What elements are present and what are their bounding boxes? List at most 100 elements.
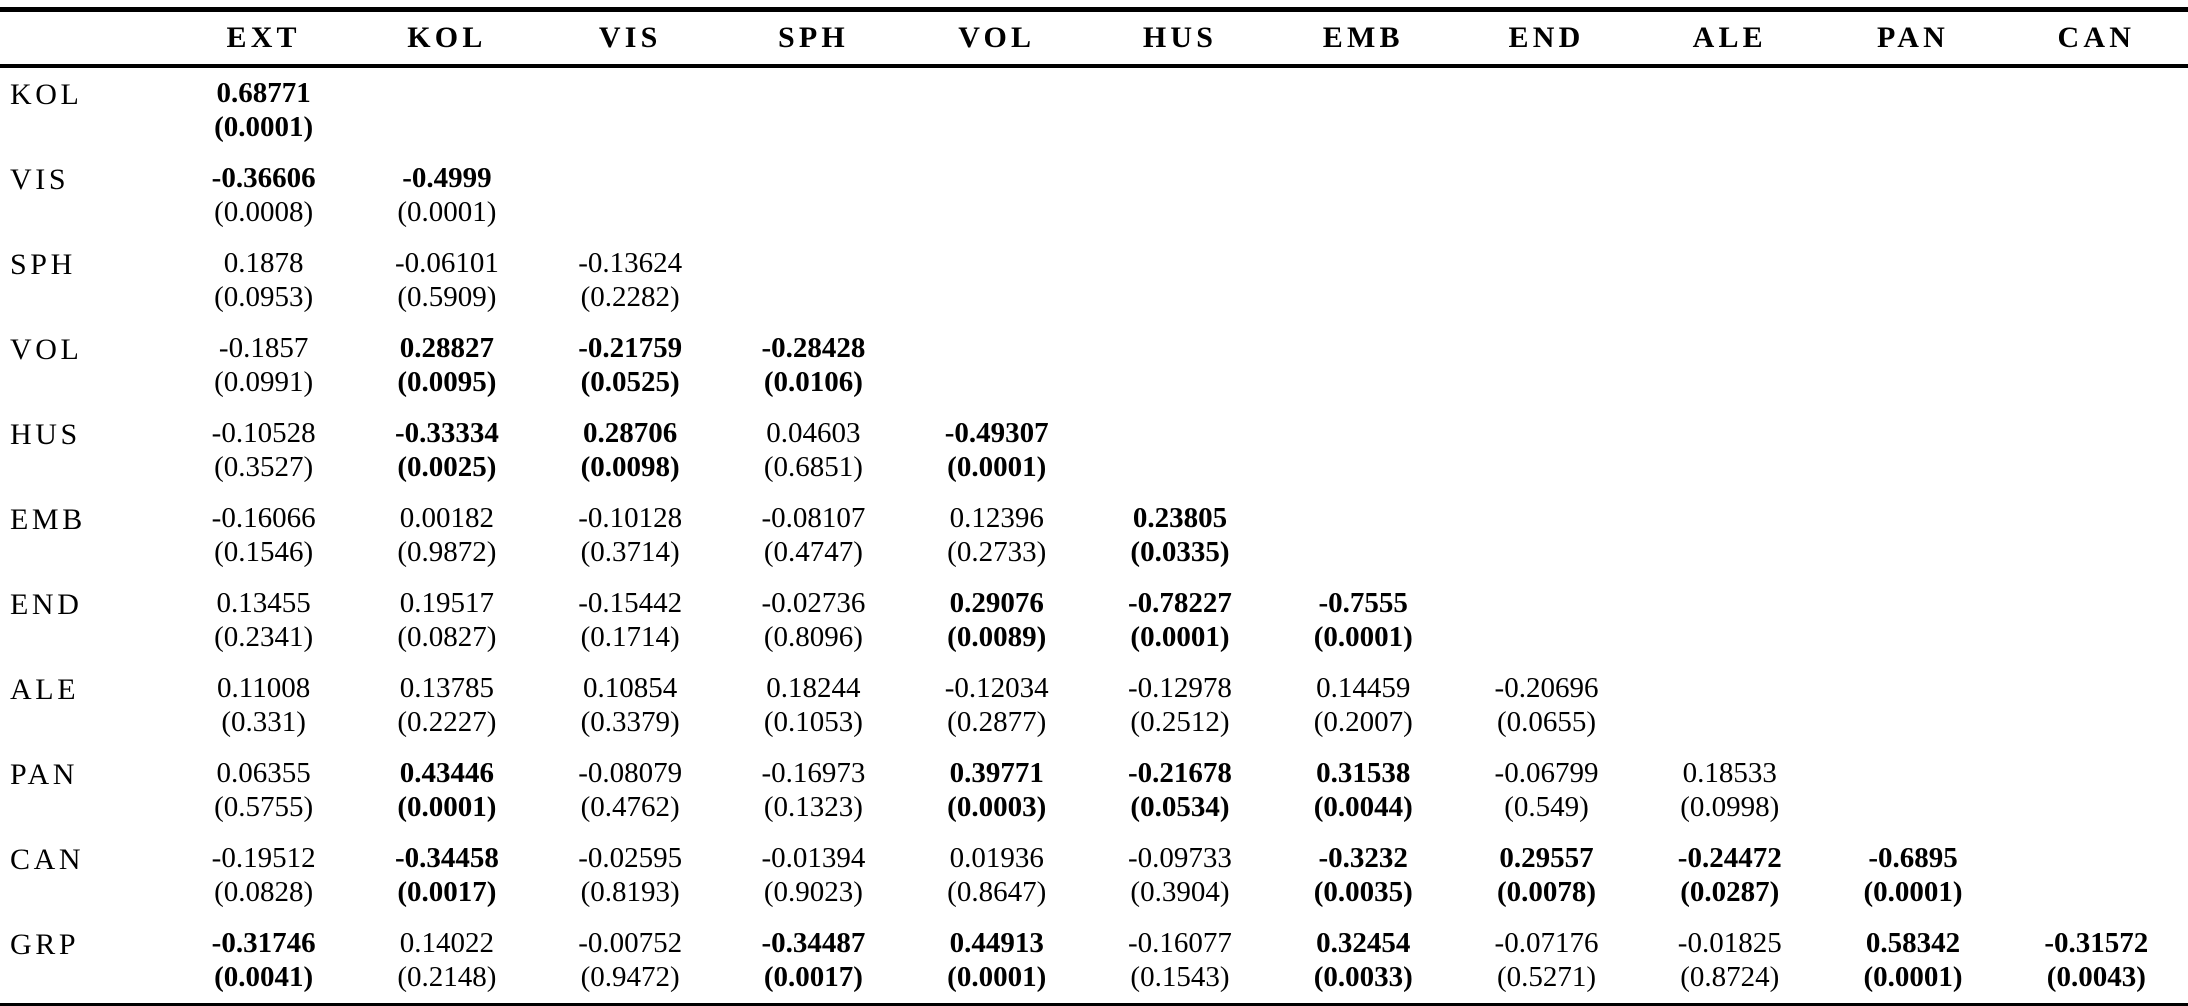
empty-cell — [905, 66, 1088, 153]
empty-cell — [1638, 323, 1821, 408]
corr-cell-ale-emb: 0.14459 (0.2007) — [1272, 663, 1455, 748]
p-value: (0.0043) — [2046, 960, 2146, 993]
corr-cell-emb-vol: 0.12396 (0.2733) — [905, 493, 1088, 578]
corr-cell-ale-vol: -0.12034 (0.2877) — [905, 663, 1088, 748]
corr-cell-can-sph: -0.01394 (0.9023) — [722, 833, 905, 918]
corr-cell-can-vis: -0.02595 (0.8193) — [539, 833, 722, 918]
correlation-value: -0.7555 — [1318, 587, 1408, 619]
correlation-value: 0.29557 — [1499, 842, 1594, 874]
correlation-value: -0.33334 — [394, 417, 499, 449]
table-row-grp: GRP -0.31746 (0.0041) 0.14022 (0.2148) -0.007… — [0, 918, 2188, 1006]
corr-cell-pan-vol: 0.39771 (0.0003) — [905, 748, 1088, 833]
empty-cell — [1638, 153, 1821, 238]
p-value: (0.0035) — [1313, 875, 1413, 908]
empty-cell — [1272, 323, 1455, 408]
correlation-value: -0.08107 — [761, 502, 866, 534]
corr-cell-end-emb: -0.7555 (0.0001) — [1272, 578, 1455, 663]
p-value: (0.0017) — [763, 960, 863, 993]
correlation-value: -0.01394 — [761, 842, 866, 874]
correlation-value: -0.34458 — [394, 842, 499, 874]
table-row-pan: PAN 0.06355 (0.5755) 0.43446 (0.0001) -0.0807… — [0, 748, 2188, 833]
p-value: (0.0025) — [397, 450, 497, 483]
p-value: (0.2282) — [580, 280, 680, 313]
corr-cell-vis-kol: -0.4999 (0.0001) — [355, 153, 538, 238]
correlation-value: 0.14022 — [399, 927, 495, 959]
corr-cell-ale-kol: 0.13785 (0.2227) — [355, 663, 538, 748]
corr-cell-emb-sph: -0.08107 (0.4747) — [722, 493, 905, 578]
row-label-emb: EMB — [10, 503, 86, 536]
empty-cell — [539, 153, 722, 238]
column-header-vol: VOL — [905, 9, 1089, 68]
p-value: (0.9872) — [397, 535, 497, 568]
corner-cell — [0, 9, 172, 68]
corr-cell-kol-ext: 0.68771 (0.0001) — [172, 66, 355, 153]
p-value: (0.0335) — [1130, 535, 1230, 568]
p-value: (0.5909) — [397, 280, 497, 313]
p-value: (0.0001) — [1863, 875, 1963, 908]
corr-cell-emb-ext: -0.16066 (0.1546) — [172, 493, 355, 578]
empty-cell — [1088, 408, 1271, 493]
table-row-sph: SPH 0.1878 (0.0953) -0.06101 (0.5909) -0.1362… — [0, 238, 2188, 323]
correlation-value: 0.28706 — [583, 417, 678, 449]
correlation-value: 0.14459 — [1316, 672, 1411, 704]
corr-cell-pan-ale: 0.18533 (0.0998) — [1638, 748, 1821, 833]
corr-cell-end-ext: 0.13455 (0.2341) — [172, 578, 355, 663]
correlation-value: -0.1857 — [218, 332, 309, 364]
table-row-hus: HUS -0.10528 (0.3527) -0.33334 (0.0025) 0.287… — [0, 408, 2188, 493]
empty-cell — [1272, 153, 1455, 238]
corr-cell-grp-ext: -0.31746 (0.0041) — [172, 918, 355, 1006]
corr-cell-end-sph: -0.02736 (0.8096) — [722, 578, 905, 663]
correlation-value: -0.06799 — [1494, 757, 1599, 789]
p-value: (0.8647) — [947, 875, 1047, 908]
corr-cell-can-emb: -0.3232 (0.0035) — [1272, 833, 1455, 918]
empty-cell — [2005, 66, 2188, 153]
p-value: (0.2148) — [397, 960, 497, 993]
p-value: (0.0098) — [580, 450, 680, 483]
empty-cell — [1088, 323, 1271, 408]
correlation-value: -0.16077 — [1128, 927, 1232, 959]
correlation-value: -0.21759 — [578, 332, 683, 364]
column-header-kol: KOL — [355, 9, 539, 68]
empty-cell — [1455, 66, 1638, 153]
corr-cell-sph-kol: -0.06101 (0.5909) — [355, 238, 538, 323]
row-label-grp: GRP — [10, 928, 80, 961]
corr-cell-vol-ext: -0.1857 (0.0991) — [172, 323, 355, 408]
correlation-value: -0.08079 — [578, 757, 683, 789]
correlation-value: 0.1878 — [223, 247, 304, 279]
p-value: (0.0827) — [397, 620, 497, 653]
p-value: (0.4762) — [580, 790, 680, 823]
corr-cell-can-vol: 0.01936 (0.8647) — [905, 833, 1088, 918]
correlation-value: -0.21678 — [1128, 757, 1232, 789]
empty-cell — [1455, 408, 1638, 493]
empty-cell — [905, 323, 1088, 408]
column-header-emb: EMB — [1271, 9, 1455, 68]
correlation-value: -0.02736 — [761, 587, 866, 619]
empty-cell — [1455, 493, 1638, 578]
corr-cell-emb-kol: 0.00182 (0.9872) — [355, 493, 538, 578]
correlation-value: 0.13455 — [216, 587, 311, 619]
correlation-value: 0.32454 — [1316, 927, 1411, 959]
p-value: (0.3379) — [580, 705, 680, 738]
empty-cell — [1821, 66, 2004, 153]
corr-cell-hus-sph: 0.04603 (0.6851) — [722, 408, 905, 493]
correlation-value: 0.43446 — [399, 757, 495, 789]
corr-cell-grp-kol: 0.14022 (0.2148) — [355, 918, 538, 1006]
empty-cell — [2005, 153, 2188, 238]
column-header-end: END — [1454, 9, 1639, 68]
p-value: (0.3527) — [214, 450, 314, 483]
corr-cell-vis-ext: -0.36606 (0.0008) — [172, 153, 355, 238]
corr-cell-vol-sph: -0.28428 (0.0106) — [722, 323, 905, 408]
p-value: (0.0001) — [947, 960, 1047, 993]
row-label-pan: PAN — [10, 758, 79, 791]
empty-cell — [1638, 238, 1821, 323]
empty-cell — [1821, 323, 2004, 408]
corr-cell-ale-ext: 0.11008 (0.331) — [172, 663, 355, 748]
corr-cell-sph-vis: -0.13624 (0.2282) — [539, 238, 722, 323]
corr-cell-grp-ale: -0.01825 (0.8724) — [1638, 918, 1821, 1006]
correlation-value: -0.00752 — [578, 927, 683, 959]
p-value: (0.9023) — [763, 875, 863, 908]
p-value: (0.1543) — [1130, 960, 1230, 993]
empty-cell — [1455, 153, 1638, 238]
row-label-vis: VIS — [10, 163, 70, 196]
